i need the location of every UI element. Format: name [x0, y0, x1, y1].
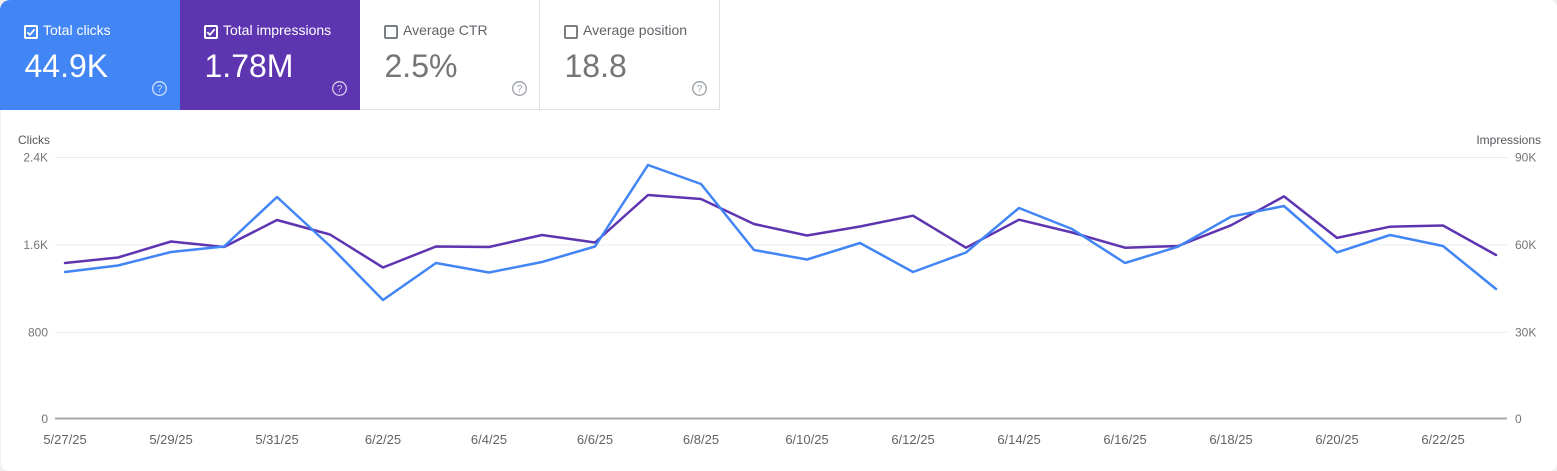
svg-text:6/4/25: 6/4/25 — [471, 432, 507, 447]
svg-text:?: ? — [517, 84, 523, 95]
svg-text:6/16/25: 6/16/25 — [1103, 432, 1146, 447]
svg-text:Impressions: Impressions — [1476, 133, 1541, 147]
svg-text:6/12/25: 6/12/25 — [891, 432, 934, 447]
svg-text:6/20/25: 6/20/25 — [1315, 432, 1358, 447]
svg-text:6/6/25: 6/6/25 — [577, 432, 613, 447]
svg-text:6/8/25: 6/8/25 — [683, 432, 719, 447]
svg-text:1.6K: 1.6K — [23, 238, 48, 252]
svg-text:6/14/25: 6/14/25 — [997, 432, 1040, 447]
svg-text:5/29/25: 5/29/25 — [149, 432, 192, 447]
svg-text:30K: 30K — [1515, 326, 1536, 340]
svg-text:6/10/25: 6/10/25 — [785, 432, 828, 447]
svg-text:?: ? — [157, 84, 163, 95]
svg-text:?: ? — [337, 84, 343, 95]
svg-text:6/2/25: 6/2/25 — [365, 432, 401, 447]
svg-text:6/18/25: 6/18/25 — [1209, 432, 1252, 447]
svg-text:6/22/25: 6/22/25 — [1421, 432, 1464, 447]
svg-text:2.4K: 2.4K — [23, 151, 48, 165]
svg-text:5/27/25: 5/27/25 — [43, 432, 86, 447]
svg-text:90K: 90K — [1515, 151, 1536, 165]
svg-text:0: 0 — [41, 412, 48, 426]
svg-text:5/31/25: 5/31/25 — [255, 432, 298, 447]
svg-text:Clicks: Clicks — [18, 133, 50, 147]
svg-text:0: 0 — [1515, 412, 1522, 426]
svg-text:?: ? — [697, 84, 703, 95]
svg-text:800: 800 — [28, 326, 48, 340]
svg-text:60K: 60K — [1515, 238, 1536, 252]
